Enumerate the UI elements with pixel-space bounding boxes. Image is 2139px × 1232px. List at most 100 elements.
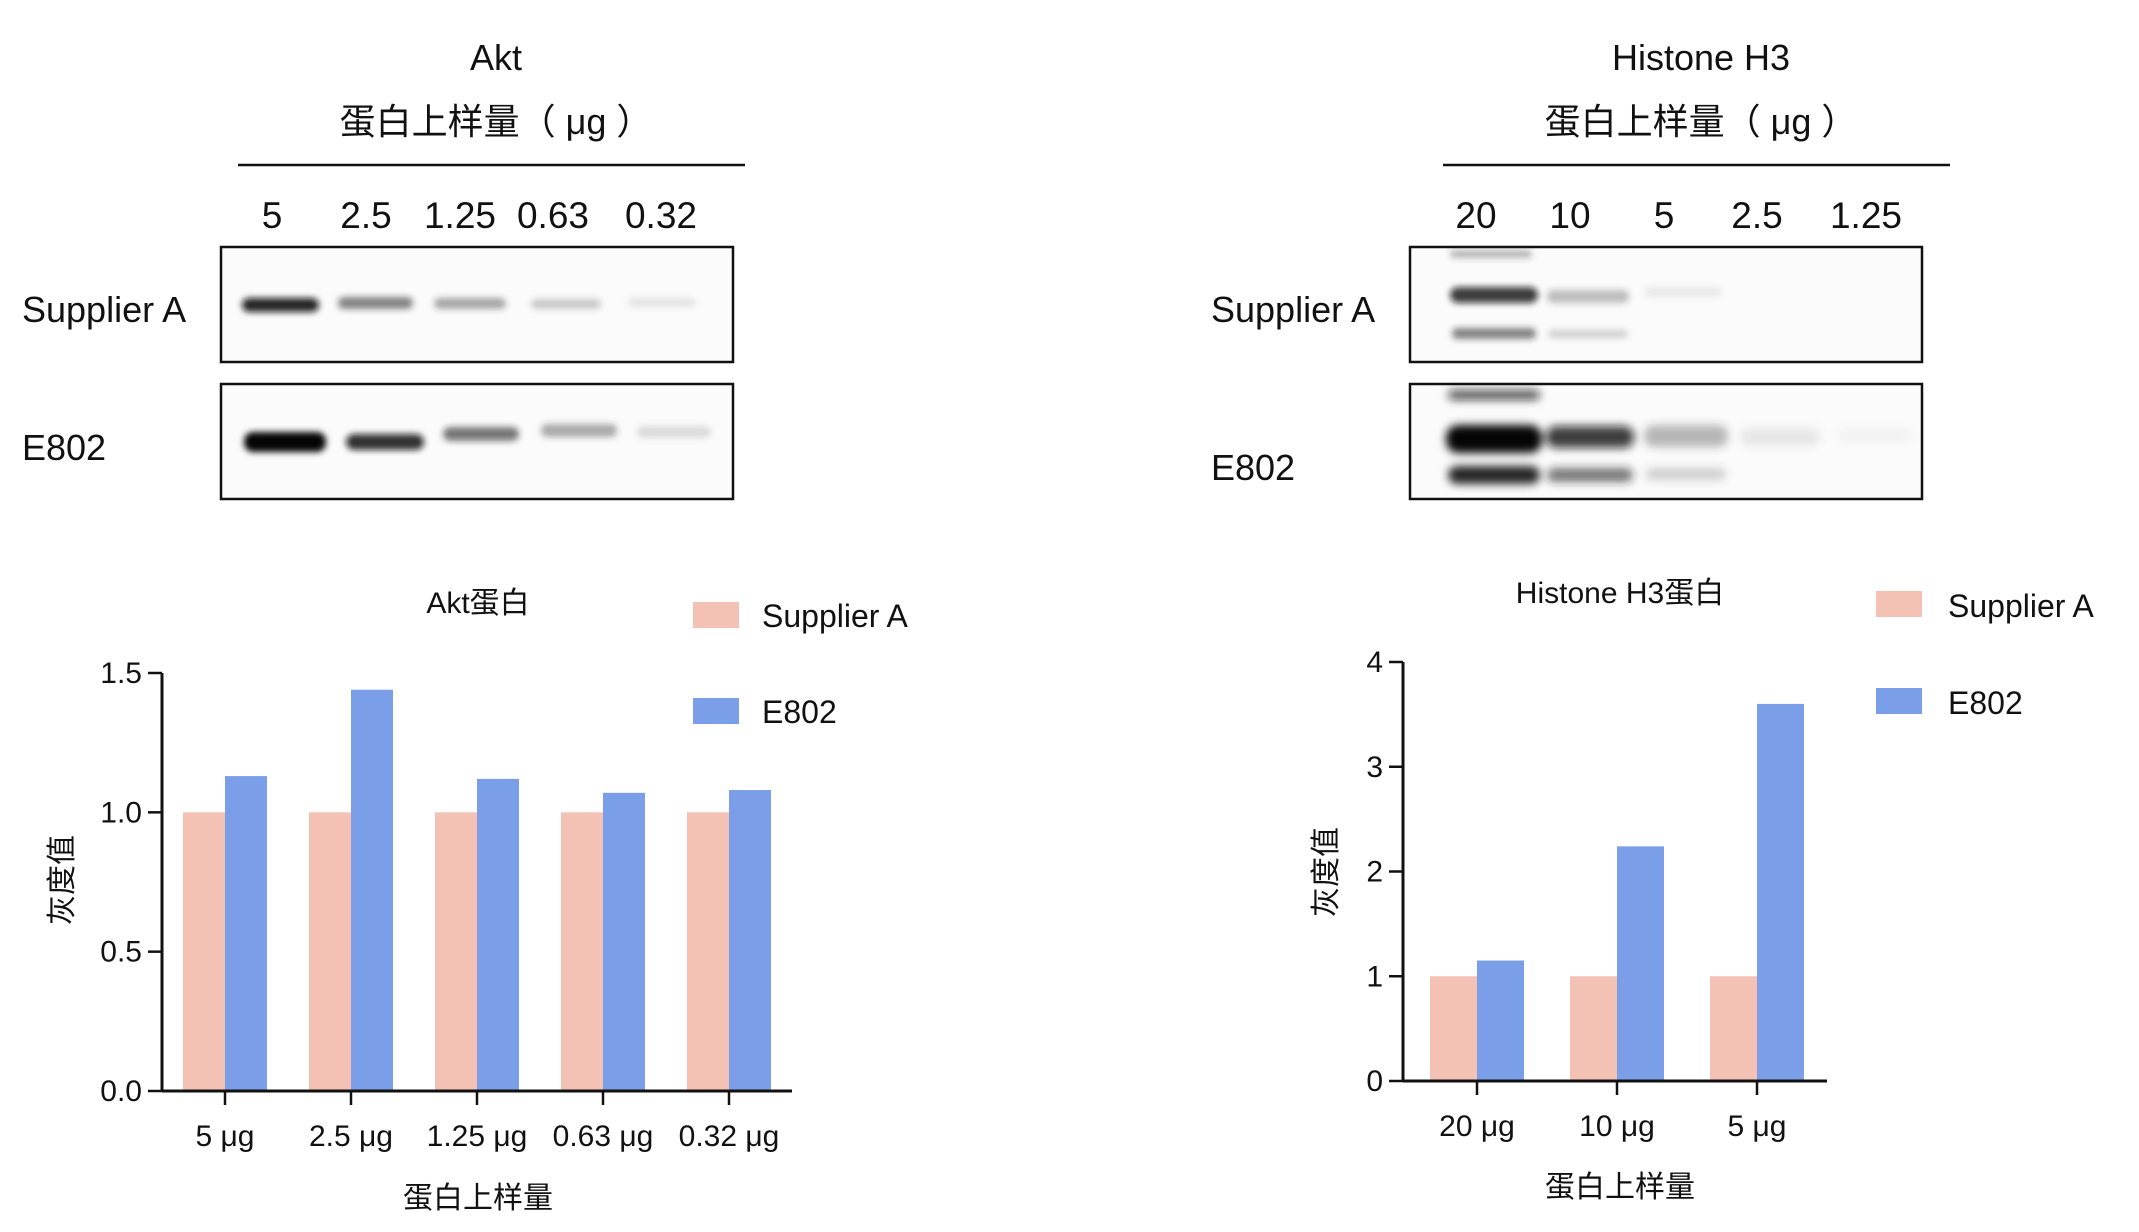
chart-h3-ylabel: 灰度值: [1310, 827, 1343, 917]
chart-h3-title: Histone H3蛋白: [1516, 577, 1724, 610]
chart-akt-y-tick-label: 0.5: [100, 936, 142, 969]
chart-akt-bar-supplier-a: [687, 812, 729, 1091]
blot-h3-lane-label: 5: [1654, 195, 1675, 236]
band: [1646, 468, 1726, 480]
blot-h3-membrane-supplier-a: [1408, 245, 1924, 364]
chart-akt-bar-e802: [603, 792, 645, 1091]
band: [1740, 428, 1820, 446]
blot-akt: Akt 蛋白上样量（ μg ） 5 2.5 1.25 0.63 0.32 Sup…: [22, 37, 745, 501]
blot-akt-subtitle: 蛋白上样量（ μg ）: [340, 101, 653, 142]
chart-h3-x-tick-label: 20 μg: [1439, 1110, 1515, 1143]
band: [1448, 466, 1540, 484]
band: [1450, 250, 1532, 258]
band: [338, 297, 413, 309]
band: [1644, 287, 1722, 297]
blot-akt-row-label: E802: [22, 427, 106, 468]
chart-h3-y-tick-label: 2: [1366, 856, 1383, 889]
band: [1446, 425, 1542, 453]
chart-akt-bar-supplier-a: [183, 812, 225, 1091]
blot-h3-row-label: Supplier A: [1211, 289, 1375, 330]
blot-h3-title: Histone H3: [1612, 37, 1790, 78]
chart-akt-bar-e802: [729, 790, 771, 1091]
band: [242, 298, 319, 312]
blot-h3-subtitle: 蛋白上样量（ μg ）: [1545, 101, 1858, 142]
band: [443, 427, 519, 441]
chart-akt-y-tick-label: 1.5: [100, 657, 142, 690]
chart-akt-legend-label: Supplier A: [762, 598, 909, 634]
band: [637, 426, 711, 438]
chart-akt-x-tick-label: 5 μg: [196, 1120, 255, 1153]
chart-akt-legend-label: E802: [762, 694, 837, 730]
band: [1452, 328, 1536, 339]
chart-h3-bar-e802: [1617, 846, 1664, 1081]
chart-akt-x-tick-label: 0.32 μg: [679, 1120, 780, 1153]
band: [1838, 428, 1912, 442]
chart-h3-axes: 20 μg 10 μg 5 μg 0 1 2 3 4: [1366, 646, 1827, 1143]
blot-akt-lane-label: 0.32: [625, 195, 697, 236]
chart-h3-legend-label: Supplier A: [1948, 588, 2095, 624]
blot-akt-lane-label: 2.5: [340, 195, 391, 236]
band: [1450, 287, 1538, 303]
chart-akt-bar-supplier-a: [309, 812, 351, 1091]
chart-h3-legend-swatch: [1876, 688, 1922, 714]
chart-h3-bars: [1430, 703, 1804, 1081]
blot-akt-lane-label: 5: [262, 195, 283, 236]
blot-h3-lane-label: 10: [1549, 195, 1590, 236]
band: [1546, 426, 1634, 448]
chart-akt-xlabel: 蛋白上样量: [403, 1182, 553, 1215]
blot-akt-bands-supplier-a: [242, 297, 696, 312]
blot-h3-lane-label: 20: [1455, 195, 1496, 236]
chart-akt-ylabel: 灰度值: [46, 835, 79, 925]
blot-akt-membrane-e802: [219, 382, 735, 501]
band: [541, 424, 617, 437]
chart-h3-xlabel: 蛋白上样量: [1545, 1171, 1695, 1204]
chart-h3-bar-e802: [1477, 960, 1524, 1081]
blot-akt-bands-e802: [244, 424, 711, 452]
chart-akt-y-tick-label: 0.0: [100, 1075, 142, 1108]
chart-akt-x-tick-label: 1.25 μg: [427, 1120, 528, 1153]
blot-akt-lane-label: 0.63: [517, 195, 589, 236]
chart-h3-bar-e802: [1757, 703, 1804, 1081]
band: [1547, 468, 1633, 482]
chart-akt-axes: 5 μg 2.5 μg 1.25 μg 0.63 μg 0.32 μg 0.0 0.5 1.0…: [100, 657, 792, 1153]
blot-akt-lane-label: 1.25: [424, 195, 496, 236]
blot-h3-lane-label: 1.25: [1830, 195, 1902, 236]
chart-h3-bar-supplier-a: [1710, 976, 1757, 1081]
blot-h3-bands-e802: [1446, 390, 1912, 484]
band: [1448, 390, 1540, 400]
chart-h3-x-tick-label: 10 μg: [1579, 1110, 1655, 1143]
band: [1548, 330, 1628, 338]
chart-akt-bar-supplier-a: [561, 812, 603, 1091]
chart-h3-legend-label: E802: [1948, 685, 2023, 721]
chart-akt: Akt蛋白 蛋白上样量 灰度值 5 μg 2.5 μg 1.25 μg 0.63 μg…: [46, 587, 909, 1215]
band: [628, 298, 696, 307]
blot-akt-row-label: Supplier A: [22, 289, 186, 330]
chart-akt-x-tick-label: 0.63 μg: [553, 1120, 654, 1153]
chart-akt-legend-swatch: [693, 602, 739, 628]
band: [346, 434, 424, 450]
chart-akt-bars: [183, 689, 771, 1091]
chart-akt-legend-swatch: [693, 698, 739, 724]
chart-h3-bar-supplier-a: [1570, 976, 1617, 1081]
chart-akt-y-tick-label: 1.0: [100, 796, 142, 829]
blot-h3-lane-label: 2.5: [1731, 195, 1782, 236]
chart-h3-y-tick-label: 4: [1366, 646, 1383, 679]
chart-h3-bar-supplier-a: [1430, 976, 1477, 1081]
blot-h3-row-label: E802: [1211, 447, 1295, 488]
chart-akt-bar-e802: [351, 689, 393, 1091]
chart-akt-x-tick-label: 2.5 μg: [309, 1120, 393, 1153]
chart-h3: Histone H3蛋白 蛋白上样量 灰度值 20 μg 10 μg 5 μg012…: [1310, 577, 2095, 1204]
band: [1644, 425, 1728, 447]
blot-akt-title: Akt: [470, 37, 522, 78]
chart-h3-legend-swatch: [1876, 591, 1922, 617]
band: [244, 432, 326, 452]
band: [531, 299, 601, 309]
blot-h3-bands-supplier-a: [1450, 250, 1722, 339]
blot-h3: Histone H3 蛋白上样量（ μg ） 20 10 5 2.5 1.25 …: [1211, 37, 1950, 501]
chart-akt-bar-e802: [225, 776, 267, 1091]
chart-akt-title: Akt蛋白: [426, 587, 529, 620]
chart-h3-x-tick-label: 5 μg: [1728, 1110, 1787, 1143]
band: [1547, 290, 1629, 303]
